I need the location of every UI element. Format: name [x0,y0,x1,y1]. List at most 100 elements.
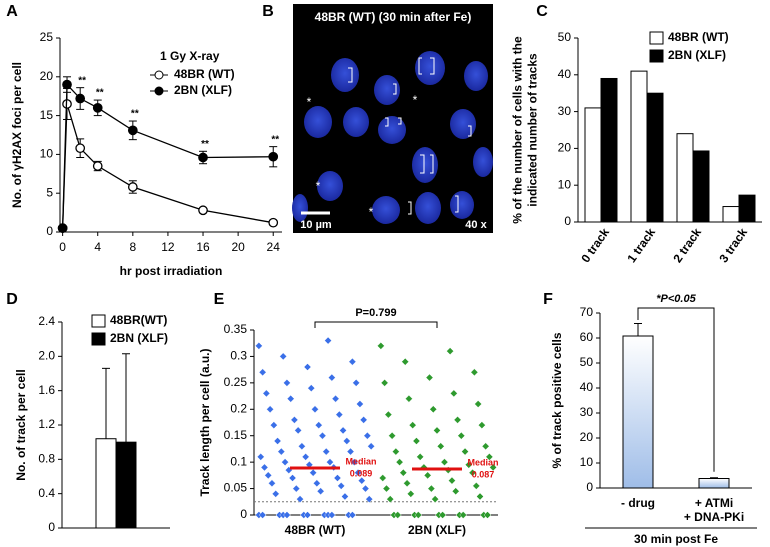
data-point [407,490,415,498]
data-point [268,151,279,162]
y-tick-label: 0.2 [230,401,247,415]
y-tick-label: 30 [558,104,572,118]
data-point [307,384,316,392]
bar [738,194,756,223]
data-point [380,379,389,387]
x-tick-label: 24 [267,240,281,254]
data-point [476,492,484,501]
median-label: Median [345,456,376,466]
y-tick-label: 0 [48,520,55,534]
data-point [459,511,467,519]
significance-label: ** [96,88,104,99]
data-point [322,447,331,456]
x-tick-label: - drug [621,496,655,510]
data-point [328,373,336,382]
data-point [433,426,441,435]
data-point [489,463,497,472]
x-tick-label: 0 [59,240,66,254]
data-point [281,458,289,466]
y-tick-label: 0 [564,214,571,228]
y-tick-label: 40 [580,380,594,394]
y-tick-label: 0.3 [230,349,247,363]
data-point [283,511,291,519]
legend-swatch [91,332,106,346]
data-point [127,125,138,136]
data-point [399,468,408,477]
data-point [453,416,462,424]
data-point [392,447,400,456]
asterisk: * [413,93,418,107]
data-point [386,495,395,503]
significance-label: *P<0.05 [656,293,696,305]
data-point [301,453,310,461]
data-point [377,342,385,350]
y-tick-label: 25 [40,30,54,44]
data-point [271,490,280,498]
x-axis-label: hr post irradiation [120,264,223,278]
data-point [57,223,68,233]
panel-letter: B [262,3,274,20]
data-point [483,511,492,519]
y-tick-label: 0.15 [224,428,248,442]
legend-title: 1 Gy X-ray [160,49,220,63]
data-point [474,400,482,408]
data-point [350,458,359,466]
y-axis-label: % of track positive cells [550,332,564,468]
data-point [414,511,423,519]
data-point [440,458,449,466]
bar [95,438,117,529]
x-tick-label: 48BR (WT) [285,523,346,537]
data-point [314,421,323,429]
bar [622,335,654,489]
asterisk: * [307,95,312,109]
y-axis-label: No. of track per cell [14,369,28,480]
data-point [258,368,267,377]
track-brackets [348,57,472,215]
micrograph: 48BR (WT) (30 min after Fe) * * * * 10 µ… [262,3,493,233]
y-tick-label: 0.05 [224,481,248,495]
data-point [367,442,375,451]
nuclei [292,51,493,224]
data-point [384,410,393,419]
data-point [448,476,456,485]
data-point [465,461,473,469]
data-point [266,405,274,414]
y-tick-label: 0.35 [224,322,248,336]
legend-marker [154,86,164,96]
y-tick-label: 0 [240,507,247,521]
data-point [348,511,357,519]
legend-label: 2BN (XLF) [174,83,232,97]
significance-label: ** [271,134,279,145]
data-point [198,152,208,163]
significance-bracket [637,307,715,472]
y-tick-label: 1.2 [38,417,55,431]
data-point [438,511,447,519]
data-point [472,482,481,490]
legend-swatch [649,31,664,45]
y-tick-label: 0.8 [38,452,55,466]
data-point [277,447,286,456]
significance-bracket [314,321,438,328]
asterisk: * [369,205,374,219]
data-point [423,471,432,480]
data-point [337,482,345,490]
data-point [339,426,347,435]
data-point [309,468,317,477]
x-tick-label: 8 [129,240,136,254]
data-point [268,217,279,228]
data-point [294,426,302,435]
data-point [436,442,445,451]
data-point [292,484,301,493]
data-point [288,474,297,482]
y-tick-label: 0 [46,224,53,238]
data-point [296,495,304,503]
data-point [478,421,486,429]
data-point [286,394,295,403]
error-bar [122,353,130,443]
median-value: 0.089 [350,468,373,478]
median-value: 0.087 [472,469,495,479]
data-point [343,437,351,445]
data-point [388,431,396,440]
y-tick-label: 20 [40,69,54,83]
data-point [356,400,364,408]
